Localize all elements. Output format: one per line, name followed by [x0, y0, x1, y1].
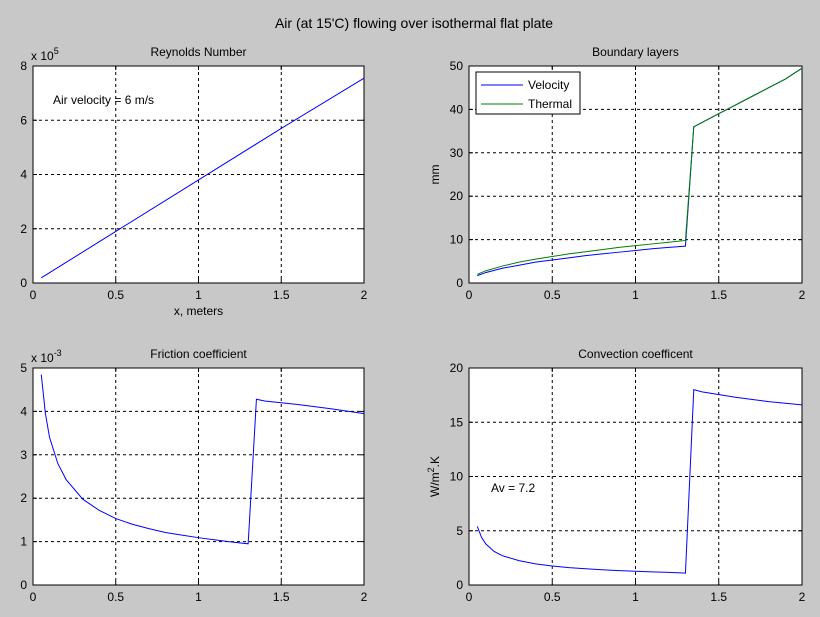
reynolds-series-line-0: [41, 77, 365, 279]
boundary-xtick-label: 1: [632, 288, 639, 302]
friction-chart: 0 0.5 1 1.5 2 0 1 2 3 4 5 Friction coefficient x 10-…: [20, 347, 367, 604]
legend-label-thermal: Thermal: [528, 97, 572, 111]
friction-xtick-label: 2: [361, 590, 368, 604]
reynolds-xtick-label: 1.5: [273, 288, 290, 302]
convection-ytick-label: 0: [456, 578, 463, 592]
friction-xtick-label: 1.5: [273, 590, 290, 604]
boundary-xtick-label: 0.5: [544, 288, 561, 302]
convection-ylabel: W/m2.K: [426, 456, 442, 497]
friction-ytick-label: 5: [20, 361, 27, 375]
legend-label-velocity: Velocity: [528, 78, 569, 92]
convection-xtick-label: 0.5: [544, 590, 561, 604]
reynolds-title: Reynolds Number: [150, 45, 246, 59]
boundary-ytick-label: 40: [450, 102, 464, 116]
boundary-title: Boundary layers: [592, 45, 679, 59]
convection-xtick-label: 0: [466, 590, 473, 604]
convection-annotation: Av = 7.2: [491, 481, 535, 495]
boundary-series-line-thermal: [477, 67, 803, 275]
reynolds-ytick-label: 6: [20, 113, 27, 127]
reynolds-exponent-base: x 10: [31, 49, 54, 63]
convection-ytick-label: 20: [450, 361, 464, 375]
boundary-ytick-label: 30: [450, 146, 464, 160]
boundary-legend: Velocity Thermal: [475, 71, 581, 115]
convection-ytick-label: 10: [450, 470, 464, 484]
friction-xtick-label: 0.5: [107, 590, 124, 604]
convection-ytick-label: 5: [456, 524, 463, 538]
boundary-ytick-label: 20: [450, 189, 464, 203]
friction-series-line-0: [40, 374, 365, 545]
boundary-ytick-label: 0: [456, 276, 463, 290]
friction-title: Friction coefficient: [150, 347, 247, 361]
reynolds-xtick-label: 2: [361, 288, 368, 302]
reynolds-annotation: Air velocity = 6 m/s: [53, 93, 154, 107]
reynolds-ytick-label: 0: [20, 276, 27, 290]
reynolds-ytick-label: 8: [20, 59, 27, 73]
boundary-xtick-label: 1.5: [710, 288, 727, 302]
convection-title: Convection coefficent: [578, 347, 693, 361]
reynolds-xtick-label: 1: [195, 288, 202, 302]
friction-xtick-label: 1: [195, 590, 202, 604]
boundary-legend-box: [475, 71, 581, 115]
reynolds-chart: 0 0.5 1 1.5 2 0 2 4 6 8 Reynolds Number x, meters x …: [20, 45, 367, 318]
reynolds-ytick-label: 4: [20, 168, 27, 182]
convection-series-line-0: [476, 389, 803, 574]
boundary-ylabel: mm: [428, 165, 442, 185]
friction-exponent-power: -3: [54, 348, 62, 358]
convection-xtick-label: 1.5: [710, 590, 727, 604]
reynolds-exponent-power: 5: [54, 46, 59, 56]
friction-ytick-label: 4: [20, 404, 27, 418]
reynolds-xtick-label: 0.5: [107, 288, 124, 302]
convection-xtick-label: 1: [632, 590, 639, 604]
reynolds-xlabel: x, meters: [174, 304, 223, 318]
boundary-ytick-label: 50: [450, 59, 464, 73]
boundary-ytick-label: 10: [450, 233, 464, 247]
convection-ytick-label: 15: [450, 415, 464, 429]
friction-ytick-label: 1: [20, 535, 27, 549]
convection-xtick-label: 2: [799, 590, 806, 604]
boundary-xtick-label: 0: [466, 288, 473, 302]
friction-ytick-label: 2: [20, 491, 27, 505]
friction-ytick-label: 3: [20, 448, 27, 462]
convection-ylabel-tail: .K: [428, 456, 442, 467]
reynolds-exponent: x 105: [31, 46, 59, 63]
friction-xtick-label: 0: [30, 590, 37, 604]
convection-ylabel-sup: 2: [426, 467, 436, 472]
convection-ylabel-main: W/m: [428, 472, 442, 497]
figure-title: Air (at 15'C) flowing over isothermal fl…: [275, 15, 553, 31]
friction-exponent: x 10-3: [31, 348, 62, 365]
friction-ytick-label: 0: [20, 578, 27, 592]
boundary-xtick-label: 2: [799, 288, 806, 302]
reynolds-ytick-label: 2: [20, 222, 27, 236]
reynolds-xtick-label: 0: [30, 288, 37, 302]
friction-exponent-base: x 10: [31, 351, 54, 365]
